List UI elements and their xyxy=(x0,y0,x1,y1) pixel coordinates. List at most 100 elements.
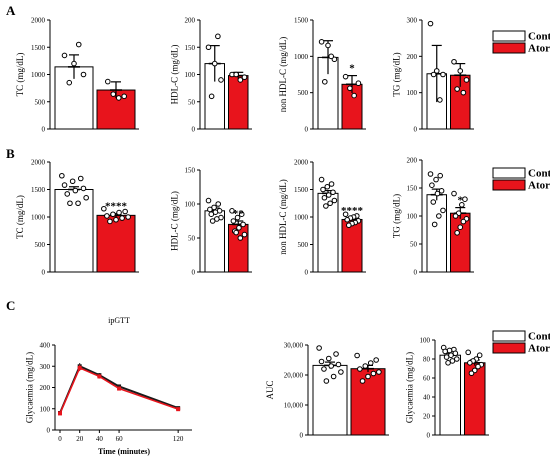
data-point xyxy=(342,211,349,218)
bar-atorva xyxy=(464,362,486,436)
bar-atorva xyxy=(350,368,386,436)
data-point xyxy=(462,196,468,202)
y-tick-label: 0 xyxy=(414,126,418,134)
significance-label: * xyxy=(349,63,355,75)
data-point xyxy=(321,366,327,372)
data-point xyxy=(465,349,471,356)
chart-0: 0 500 1000 1500 2000 TC (mg/dL) xyxy=(15,17,139,134)
data-point xyxy=(238,211,245,217)
data-point xyxy=(445,360,451,366)
data-point xyxy=(125,214,131,220)
data-point xyxy=(430,199,437,205)
data-point xyxy=(434,190,441,197)
data-point xyxy=(323,378,330,384)
series-marker xyxy=(176,407,181,412)
data-point xyxy=(101,205,107,212)
data-point xyxy=(359,378,366,384)
data-point xyxy=(325,42,331,49)
significance-label: **** xyxy=(341,205,364,217)
data-point xyxy=(61,182,68,188)
data-point xyxy=(452,350,459,357)
y-tick-label: 200 xyxy=(40,384,51,392)
data-point xyxy=(442,348,448,355)
data-point xyxy=(475,363,481,370)
y-tick-label: 0 xyxy=(300,432,304,440)
y-tick-label: 50 xyxy=(188,235,196,243)
data-point xyxy=(80,71,87,78)
y-tick-label: 30,000 xyxy=(284,342,304,350)
y-tick-label: 150 xyxy=(407,185,418,193)
data-point xyxy=(233,229,239,236)
y-axis-label: Glycaemia (mg/dL) xyxy=(24,352,34,423)
data-point xyxy=(323,203,329,209)
data-point xyxy=(233,71,239,78)
data-point xyxy=(427,171,434,177)
data-point xyxy=(454,356,460,362)
y-tick-label: 100 xyxy=(185,71,196,79)
data-point xyxy=(331,197,338,204)
bar-atorva xyxy=(341,218,363,273)
data-point xyxy=(83,194,89,201)
y-tick-label: 200 xyxy=(185,17,196,25)
data-point xyxy=(328,181,335,187)
data-point xyxy=(467,360,473,366)
x-tick-label: 0 xyxy=(58,435,62,443)
data-point xyxy=(64,191,71,197)
data-point xyxy=(240,221,246,228)
data-point xyxy=(230,218,237,224)
x-axis-label: Time (minutes) xyxy=(98,447,150,456)
data-point xyxy=(69,178,76,185)
y-tick-label: 1000 xyxy=(31,71,46,79)
data-point xyxy=(440,207,446,214)
data-point xyxy=(218,77,224,83)
data-point xyxy=(59,172,65,179)
data-point xyxy=(215,201,222,207)
x-tick-label: 20 xyxy=(76,435,84,443)
x-tick-label: 120 xyxy=(173,435,184,443)
y-tick-label: 1500 xyxy=(31,44,46,52)
data-point xyxy=(110,91,117,97)
data-point xyxy=(429,182,435,188)
x-tick-label: 60 xyxy=(116,435,124,443)
data-point xyxy=(367,360,374,366)
data-point xyxy=(454,230,460,236)
y-tick-label: 60 xyxy=(423,375,431,383)
y-tick-label: 0 xyxy=(192,126,196,134)
data-point xyxy=(454,86,460,92)
y-axis-label: non HDL-C (mg/dL) xyxy=(278,37,288,113)
y-tick-label: 1500 xyxy=(31,186,46,194)
significance-label: ** xyxy=(233,208,245,220)
y-tick-label: 10,000 xyxy=(284,402,304,410)
series-marker xyxy=(117,384,122,389)
chart-9: 0 10,000 20,000 30,000 AUC xyxy=(265,342,389,440)
y-tick-label: 0 xyxy=(192,269,196,277)
y-tick-label: 500 xyxy=(298,241,309,249)
y-tick-label: 500 xyxy=(35,98,46,106)
legend-swatch-atorva xyxy=(492,342,526,354)
y-tick-label: 50 xyxy=(410,241,418,249)
data-point xyxy=(320,186,326,193)
y-tick-label: 0 xyxy=(42,126,46,134)
data-point xyxy=(448,352,454,359)
legend-label-control: Control xyxy=(528,331,550,343)
y-tick-label: 300 xyxy=(40,363,51,371)
data-point xyxy=(205,44,212,51)
data-point xyxy=(234,214,241,221)
chart-4: 0 500 1000 1500 2000 TC (mg/dL) **** xyxy=(15,159,139,277)
y-axis-label: TC (mg/dL) xyxy=(15,53,25,97)
y-tick-label: 200 xyxy=(407,53,418,61)
chart-8: 0 100 200 300 400 Glycaemia (mg/dL) 0 20 40 60 120… xyxy=(24,316,192,456)
y-axis-label: TG (mg/dL) xyxy=(391,52,401,96)
data-point xyxy=(468,370,475,377)
data-point xyxy=(437,97,443,103)
series-marker xyxy=(117,386,122,391)
data-point xyxy=(449,358,456,364)
legend-swatch-atorva xyxy=(492,42,526,54)
data-point xyxy=(347,85,353,92)
data-point xyxy=(354,352,360,359)
data-point xyxy=(437,172,444,179)
y-axis-label: TC (mg/dL) xyxy=(15,195,25,239)
data-point xyxy=(208,93,215,100)
data-point xyxy=(338,369,344,375)
legend-label-atorva: Atorva xyxy=(528,43,550,55)
